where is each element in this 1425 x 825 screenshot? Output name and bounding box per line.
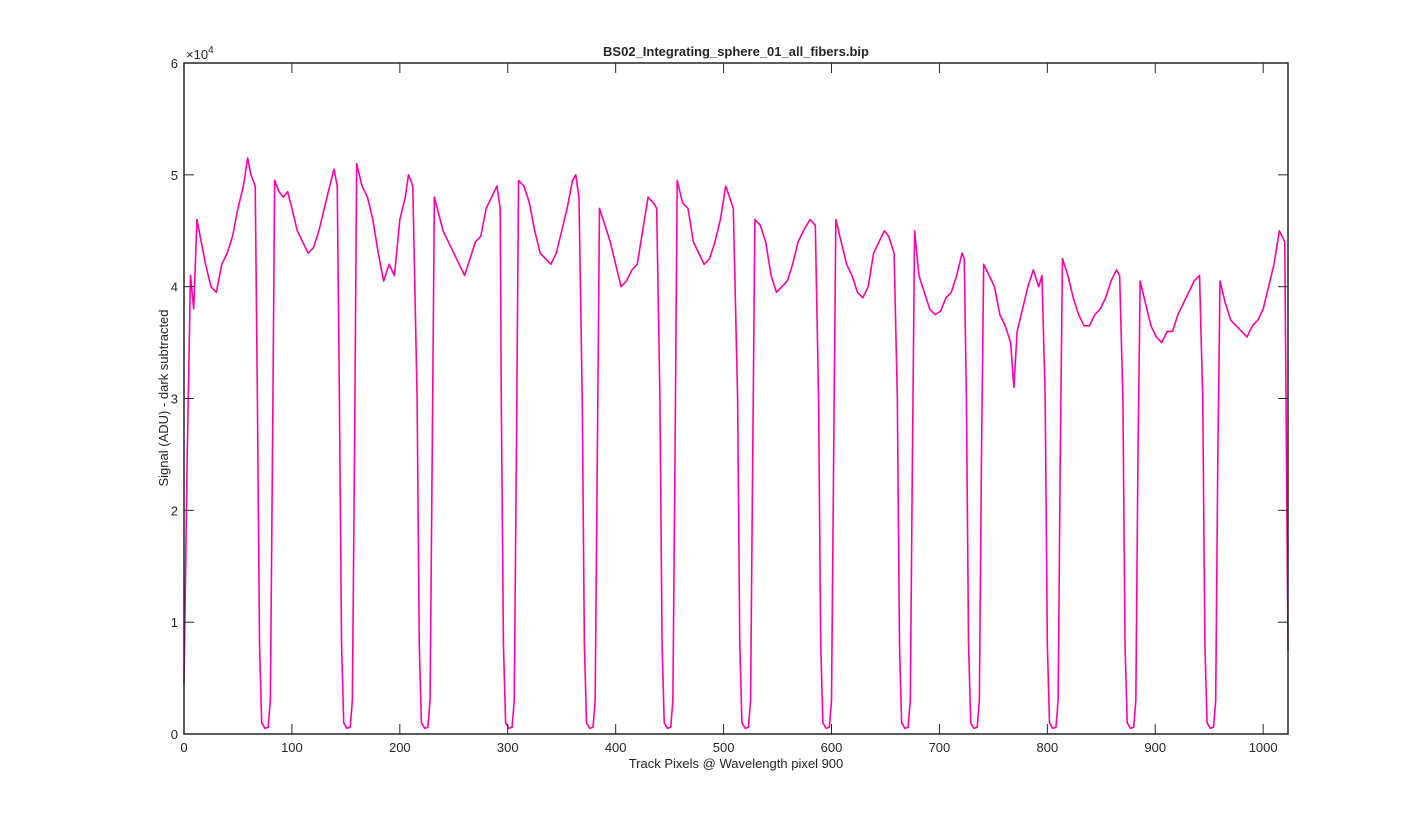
x-tick-label: 600: [821, 740, 843, 755]
x-tick-label: 400: [605, 740, 627, 755]
y-tick-label: 2: [171, 503, 178, 518]
chart-title: BS02_Integrating_sphere_01_all_fibers.bi…: [603, 44, 869, 59]
x-tick-label: 700: [929, 740, 951, 755]
x-tick-label: 900: [1144, 740, 1166, 755]
x-tick-label: 100: [281, 740, 303, 755]
y-exponent-power: 4: [208, 45, 214, 56]
y-tick-label: 4: [171, 280, 178, 295]
y-tick-label: 1: [171, 615, 178, 630]
axes-box: [183, 62, 1289, 735]
x-axis-label: Track Pixels @ Wavelength pixel 900: [629, 756, 844, 771]
x-tick-label: 800: [1036, 740, 1058, 755]
y-tick-label: 3: [171, 392, 178, 407]
y-tick-label: 5: [171, 168, 178, 183]
y-tick-label: 0: [171, 727, 178, 742]
x-tick-label: 300: [497, 740, 519, 755]
y-tick-label: 6: [171, 56, 178, 71]
plot-area: [184, 63, 1288, 734]
y-axis-label: Signal (ADU) - dark subtracted: [156, 309, 171, 486]
x-tick-label: 1000: [1249, 740, 1278, 755]
y-exponent: ×104: [186, 45, 214, 62]
x-tick-label: 0: [180, 740, 187, 755]
data-line: [183, 157, 1289, 730]
x-tick-label: 200: [389, 740, 411, 755]
y-exponent-base: ×10: [186, 47, 208, 62]
x-tick-label: 500: [713, 740, 735, 755]
